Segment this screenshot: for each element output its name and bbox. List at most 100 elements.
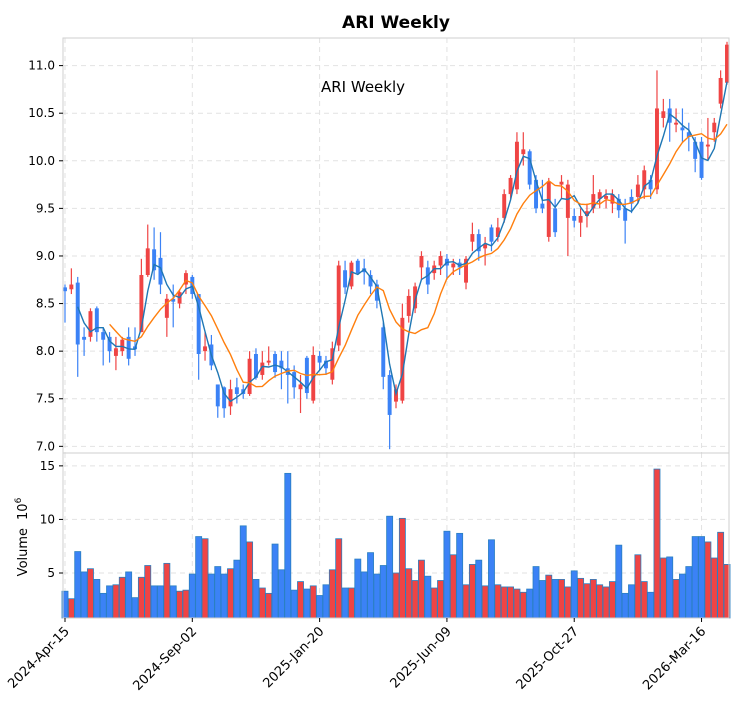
- price-axis-ticks: 7.0 7.5 8.0 8.5 9.0 9.5 10.0 10.5 11.0: [28, 59, 63, 453]
- volume-bar: [316, 595, 324, 619]
- candle-body: [330, 348, 335, 380]
- volume-bar: [131, 597, 139, 619]
- volume-tick-label: 15: [40, 459, 55, 473]
- candle-body: [222, 387, 227, 409]
- volume-bar: [290, 589, 298, 619]
- candle-body: [655, 108, 659, 190]
- volume-bar: [125, 571, 133, 619]
- volume-bar: [252, 579, 260, 619]
- candle-body: [591, 194, 596, 209]
- volume-bar: [685, 566, 693, 619]
- volume-bar: [519, 591, 527, 619]
- candle-body: [368, 275, 373, 287]
- candle-body: [387, 374, 392, 415]
- candle-body: [419, 255, 424, 268]
- candle-body: [234, 387, 239, 394]
- volume-bar: [672, 579, 680, 619]
- candle-body: [470, 234, 475, 242]
- volume-bar: [507, 586, 515, 619]
- volume-bar: [634, 554, 642, 619]
- candle-body: [75, 282, 80, 345]
- volume-bar: [169, 585, 177, 619]
- price-tick-label: 8.0: [36, 344, 55, 358]
- candle-body: [705, 144, 710, 147]
- candle-body: [215, 384, 220, 407]
- candle-body: [521, 149, 526, 155]
- candle-body: [635, 184, 640, 197]
- candle-body: [604, 196, 609, 199]
- candle-body: [317, 355, 322, 363]
- candle-body: [476, 234, 481, 252]
- volume-panel-frame: [62, 452, 730, 619]
- candle-body: [527, 151, 532, 185]
- candle-body: [495, 227, 500, 237]
- volume-bar: [258, 587, 266, 619]
- volume-bar: [615, 544, 623, 619]
- candle-body: [546, 181, 551, 237]
- volume-bar: [118, 576, 126, 619]
- candle-body: [273, 354, 278, 373]
- candle-body: [247, 358, 252, 394]
- volume-bar: [589, 579, 597, 619]
- candle-body: [629, 196, 634, 204]
- volume-bar: [570, 570, 578, 619]
- x-tick-label: 2025-Jun-09: [388, 624, 455, 691]
- candle-body: [381, 327, 386, 377]
- volume-bar: [526, 588, 534, 619]
- chart-title: ARI Weekly: [342, 13, 450, 33]
- volume-bar: [112, 584, 120, 619]
- volume-bar: [106, 585, 113, 619]
- volume-bar: [379, 565, 387, 619]
- volume-bar: [277, 569, 285, 619]
- volume-bar: [481, 585, 489, 619]
- candle-body: [183, 273, 188, 285]
- candle-body: [514, 141, 519, 190]
- candle-body: [107, 336, 112, 352]
- volume-bar: [207, 573, 215, 619]
- candle-body: [725, 44, 729, 83]
- volume-bar: [488, 539, 495, 619]
- candle-body: [597, 192, 602, 199]
- volume-bar: [150, 585, 158, 619]
- volume-bar: [449, 554, 457, 619]
- candle-body: [610, 194, 615, 204]
- volume-bar: [545, 574, 553, 619]
- candle-body: [699, 141, 704, 178]
- candle-body: [152, 249, 157, 271]
- volume-bar: [621, 592, 629, 619]
- candle-body: [413, 286, 418, 309]
- candle-body: [298, 384, 303, 390]
- candle-body: [534, 179, 539, 209]
- volume-bar: [176, 590, 184, 619]
- candle-body: [324, 360, 328, 369]
- volume-bar: [653, 468, 661, 619]
- candle-body: [355, 260, 360, 274]
- volume-bar: [398, 517, 406, 619]
- candle-body: [82, 336, 87, 340]
- candle-body: [406, 295, 411, 316]
- volume-bar: [583, 583, 591, 619]
- volume-bar: [462, 584, 470, 619]
- volume-bar: [303, 588, 311, 619]
- volume-bar: [137, 576, 145, 619]
- candle-body: [693, 141, 698, 159]
- volume-bar: [239, 525, 247, 619]
- volume-bar: [201, 538, 209, 619]
- volume-bar: [322, 584, 330, 619]
- volume-bar: [386, 515, 394, 619]
- volume-bar: [297, 581, 304, 619]
- candle-body: [88, 311, 93, 337]
- volume-bar: [67, 598, 75, 619]
- candle-body: [502, 194, 507, 218]
- volume-bar: [538, 580, 546, 619]
- inner-title: ARI Weekly: [321, 78, 405, 96]
- candle-body: [508, 177, 513, 195]
- volume-tick-label: 5: [47, 566, 55, 580]
- volume-axis-ticks: 5 10 15: [40, 459, 63, 580]
- volume-bar: [233, 559, 241, 619]
- volume-tick-label: 10: [40, 512, 55, 526]
- price-tick-label: 7.0: [36, 439, 55, 453]
- candle-body: [451, 263, 456, 268]
- candle-body: [718, 77, 723, 104]
